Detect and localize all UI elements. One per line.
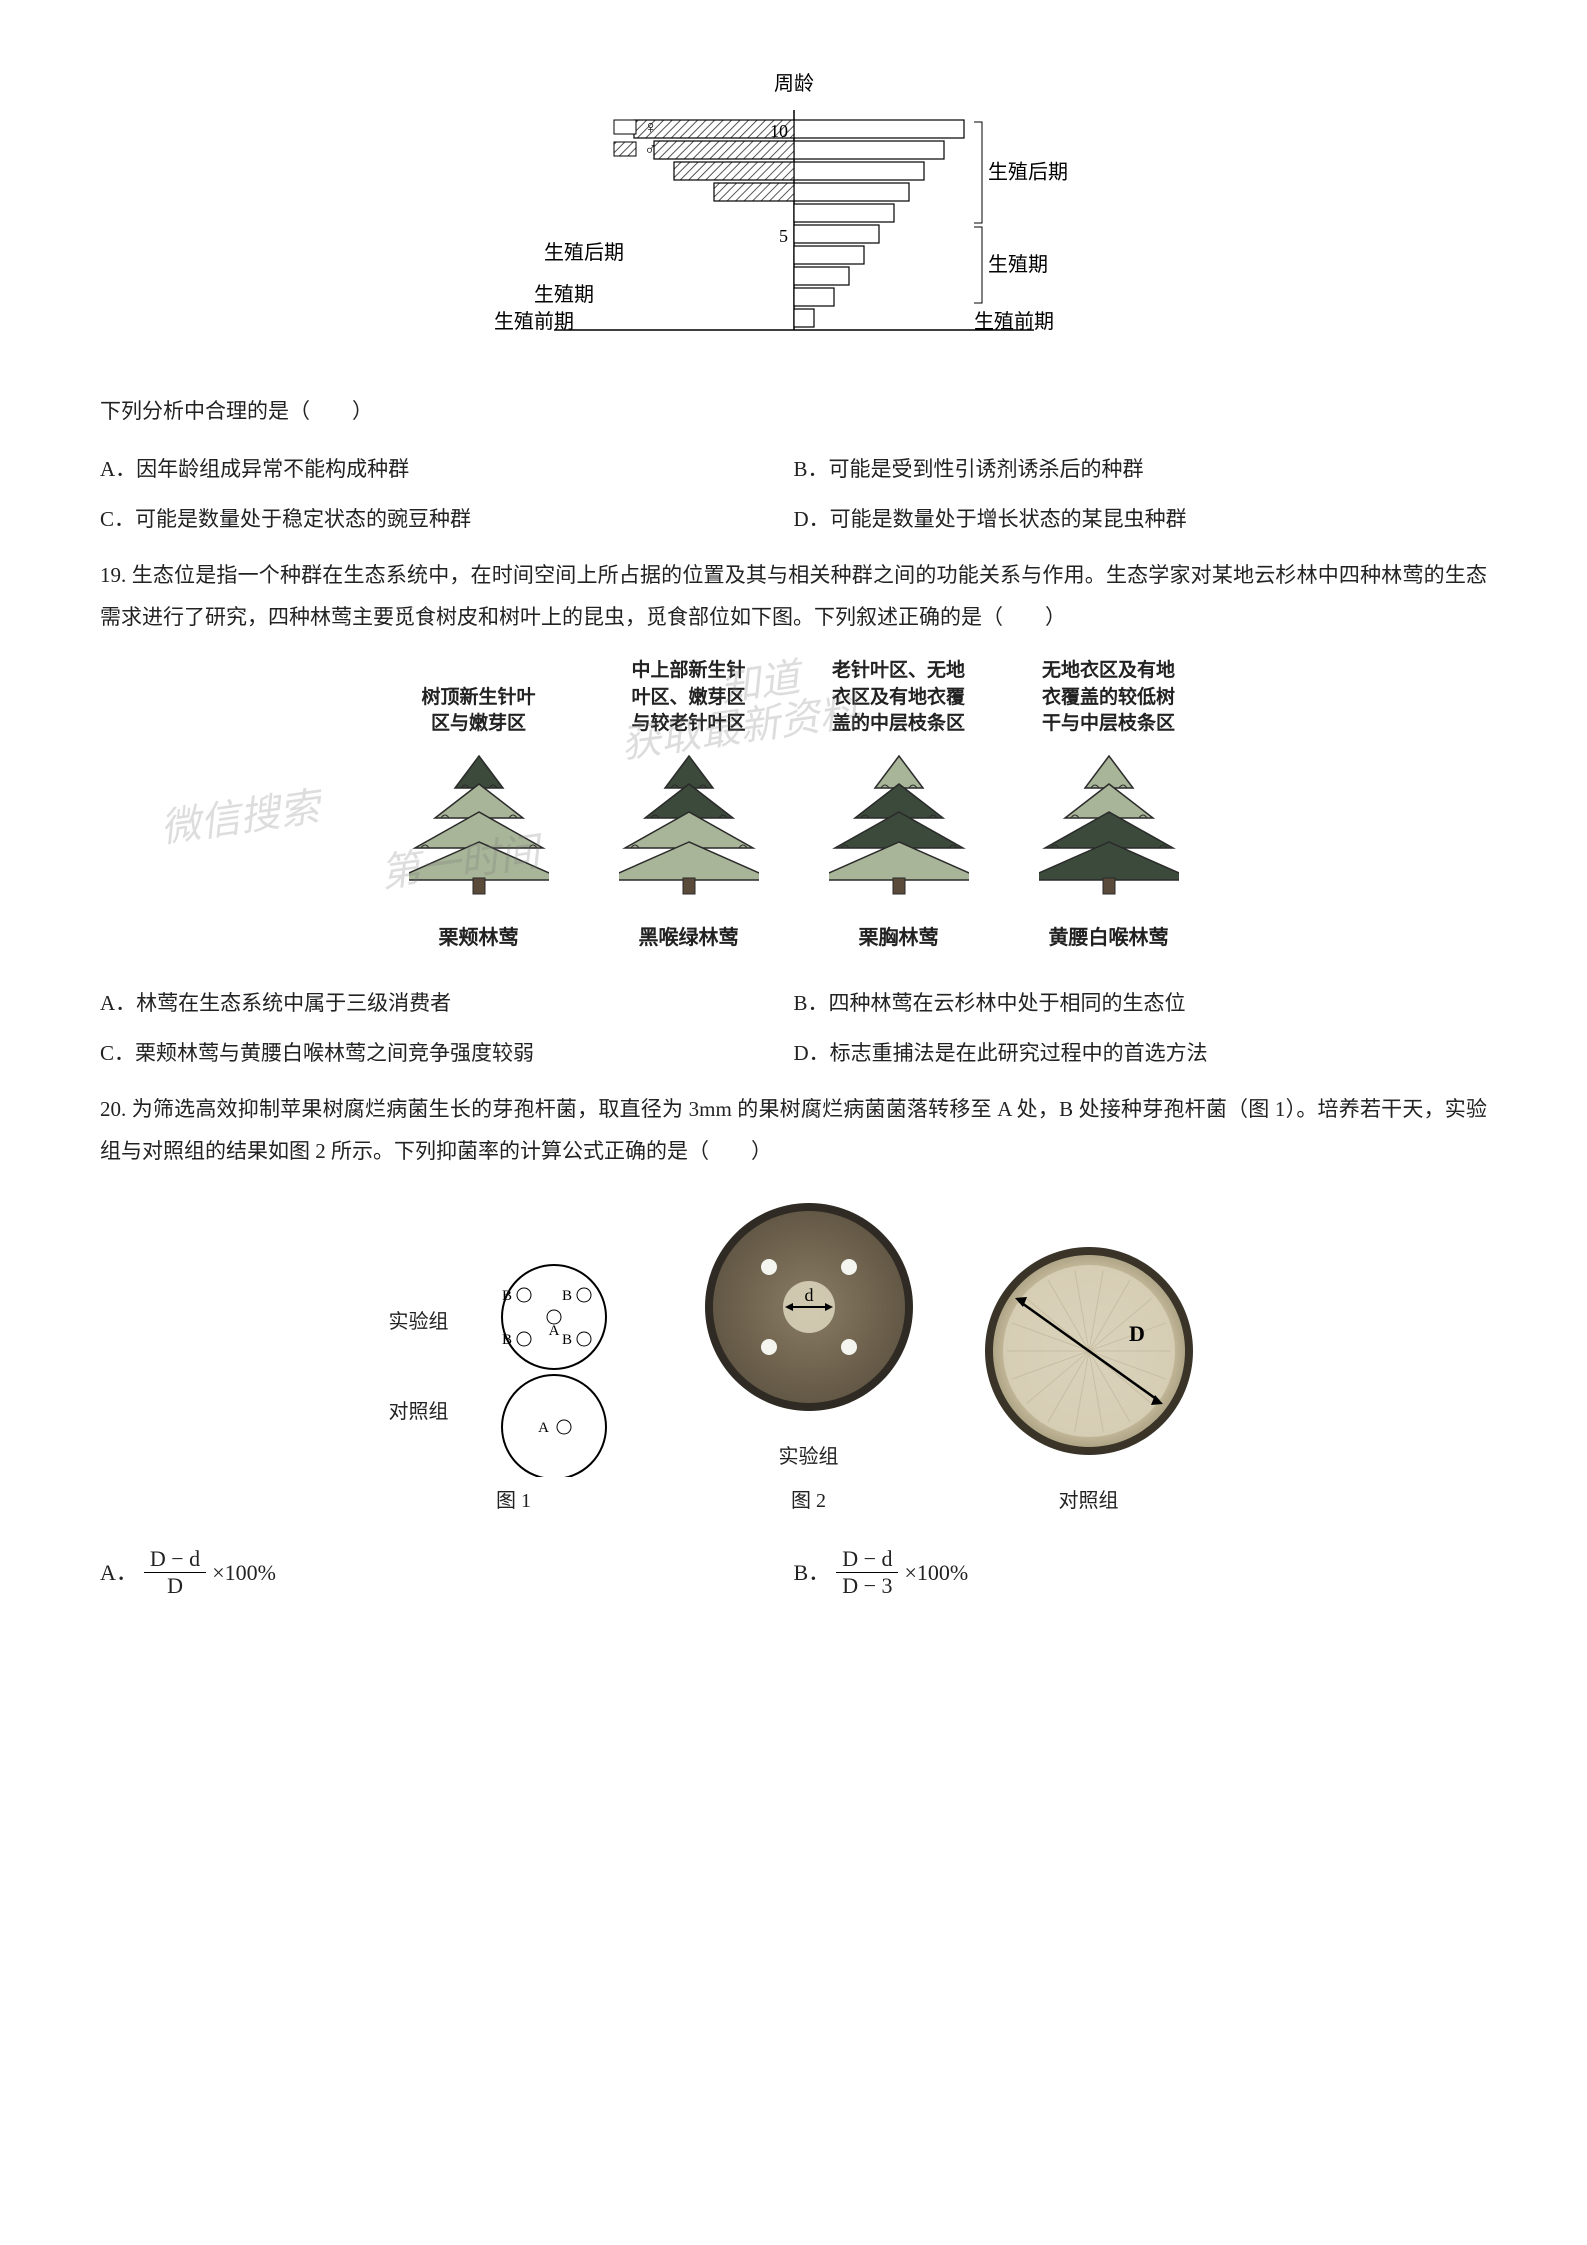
tree1-title: 树顶新生针叶区与嫩芽区 [389, 685, 569, 738]
fig1-caption: 图 1 [389, 1481, 639, 1521]
fraction-a: D − d D [144, 1546, 206, 1600]
svg-text:D: D [1129, 1321, 1145, 1346]
tree2-title: 中上部新生针叶区、嫩芽区与较老针叶区 [599, 658, 779, 738]
q18-option-a: A．因年龄组成异常不能构成种群 [100, 444, 794, 494]
tree-block-3: 老针叶区、无地衣区及有地衣覆盖的中层枝条区 栗胸林莺 [809, 658, 989, 958]
svg-text:5: 5 [779, 226, 788, 246]
q20-option-a: A． D − d D ×100% [100, 1546, 794, 1600]
svg-text:B: B [561, 1332, 571, 1348]
svg-text:生殖前期: 生殖前期 [974, 310, 1054, 333]
q20-options: A． D − d D ×100% B． D − d D − 3 ×100% [100, 1546, 1487, 1600]
fig1-column: 实验组 对照组 ABBBBA 图 1 [389, 1257, 639, 1521]
q20-figure-row: 实验组 对照组 ABBBBA 图 1 d 实验组 图 2 D 对照组 [100, 1197, 1487, 1521]
tree4-svg [1039, 746, 1179, 896]
fig2-caption: 图 2 [699, 1481, 919, 1521]
svg-text:周龄: 周龄 [774, 72, 814, 95]
tree2-name: 黑喉绿林莺 [599, 918, 779, 958]
q20-paragraph: 20. 为筛选高效抑制苹果树腐烂病菌生长的芽孢杆菌，取直径为 3mm 的果树腐烂… [100, 1088, 1487, 1172]
frac-b-den: D − 3 [836, 1573, 898, 1599]
svg-text:A: A [538, 1420, 549, 1436]
formula-a-prefix: A． [100, 1551, 138, 1595]
q18-option-d: D．可能是数量处于增长状态的某昆虫种群 [794, 494, 1488, 544]
q18-options: A．因年龄组成异常不能构成种群 B．可能是受到性引诱剂诱杀后的种群 C．可能是数… [100, 444, 1487, 544]
svg-text:生殖后期: 生殖后期 [544, 241, 624, 264]
q19-option-c: C．栗颊林莺与黄腰白喉林莺之间竞争强度较弱 [100, 1028, 794, 1078]
svg-text:B: B [501, 1288, 511, 1304]
q19-text: 生态位是指一个种群在生态系统中，在时间空间上所占据的位置及其与相关种群之间的功能… [100, 563, 1487, 629]
fig2-exp-column: d 实验组 图 2 [699, 1197, 919, 1521]
svg-text:生殖期: 生殖期 [988, 253, 1048, 276]
tree3-name: 栗胸林莺 [809, 918, 989, 958]
frac-a-den: D [161, 1573, 189, 1599]
q18-stem: 下列分析中合理的是（ ） [100, 390, 1487, 432]
fraction-b: D − d D − 3 [836, 1546, 898, 1600]
formula-a-suffix: ×100% [212, 1551, 276, 1595]
fig1-svg: ABBBBA [459, 1257, 639, 1477]
fig2-exp-svg: d [699, 1197, 919, 1417]
q19-paragraph: 19. 生态位是指一个种群在生态系统中，在时间空间上所占据的位置及其与相关种群之… [100, 554, 1487, 638]
svg-text:♂: ♂ [644, 139, 658, 159]
q19-number: 19. [100, 563, 126, 587]
q20-option-b: B． D − d D − 3 ×100% [794, 1546, 1488, 1600]
q18-option-b: B．可能是受到性引诱剂诱杀后的种群 [794, 444, 1488, 494]
frac-a-num: D − d [144, 1546, 206, 1573]
q19-option-a: A．林莺在生态系统中属于三级消费者 [100, 978, 794, 1028]
tree-block-4: 无地衣区及有地衣覆盖的较低树干与中层枝条区 黄腰白喉林莺 [1019, 658, 1199, 958]
tree1-svg [409, 746, 549, 896]
q20-number: 20. [100, 1097, 126, 1121]
svg-text:d: d [804, 1285, 813, 1305]
svg-text:♀: ♀ [644, 117, 658, 137]
svg-text:B: B [501, 1332, 511, 1348]
tree-block-1: 树顶新生针叶区与嫩芽区 栗颊林莺 [389, 685, 569, 958]
tree2-svg [619, 746, 759, 896]
tree4-title: 无地衣区及有地衣覆盖的较低树干与中层枝条区 [1019, 658, 1199, 738]
svg-text:10: 10 [770, 121, 788, 141]
tree3-svg [829, 746, 969, 896]
tree3-title: 老针叶区、无地衣区及有地衣覆盖的中层枝条区 [809, 658, 989, 738]
svg-text:生殖前期: 生殖前期 [494, 310, 574, 333]
q18-option-c: C．可能是数量处于稳定状态的豌豆种群 [100, 494, 794, 544]
fig2-ctrl-column: D 对照组 [979, 1241, 1199, 1521]
q19-options: A．林莺在生态系统中属于三级消费者 B．四种林莺在云杉林中处于相同的生态位 C．… [100, 978, 1487, 1078]
fig2-ctrl-label: 对照组 [979, 1481, 1199, 1521]
svg-text:A: A [548, 1323, 559, 1339]
fig2-exp-label: 实验组 [699, 1437, 919, 1477]
q19-option-b: B．四种林莺在云杉林中处于相同的生态位 [794, 978, 1488, 1028]
fig1-ctrl-label: 对照组 [389, 1392, 449, 1432]
tree4-name: 黄腰白喉林莺 [1019, 918, 1199, 958]
formula-b-suffix: ×100% [904, 1551, 968, 1595]
formula-b-prefix: B． [794, 1551, 831, 1595]
tree-block-2: 中上部新生针叶区、嫩芽区与较老针叶区 黑喉绿林莺 [599, 658, 779, 958]
watermark-text: 微信搜索 [155, 767, 325, 868]
frac-b-num: D − d [836, 1546, 898, 1573]
fig2-ctrl-svg: D [979, 1241, 1199, 1461]
svg-text:生殖期: 生殖期 [534, 283, 594, 306]
population-pyramid-figure: 周龄 10 5 生殖后期生殖期生殖前期 生殖后期生殖期生殖前期 ♀♂ [100, 60, 1487, 360]
tree1-name: 栗颊林莺 [389, 918, 569, 958]
fig1-exp-label: 实验组 [389, 1302, 449, 1342]
q19-tree-figure: 知道 获取最新资料 微信搜索 第一时间 树顶新生针叶区与嫩芽区 栗颊林莺 中上部… [100, 658, 1487, 958]
pyramid-svg: 周龄 10 5 生殖后期生殖期生殖前期 生殖后期生殖期生殖前期 ♀♂ [494, 60, 1094, 360]
q19-option-d: D．标志重捕法是在此研究过程中的首选方法 [794, 1028, 1488, 1078]
svg-text:B: B [561, 1288, 571, 1304]
q20-text: 为筛选高效抑制苹果树腐烂病菌生长的芽孢杆菌，取直径为 3mm 的果树腐烂病菌菌落… [100, 1097, 1487, 1163]
svg-text:生殖后期: 生殖后期 [988, 161, 1068, 184]
